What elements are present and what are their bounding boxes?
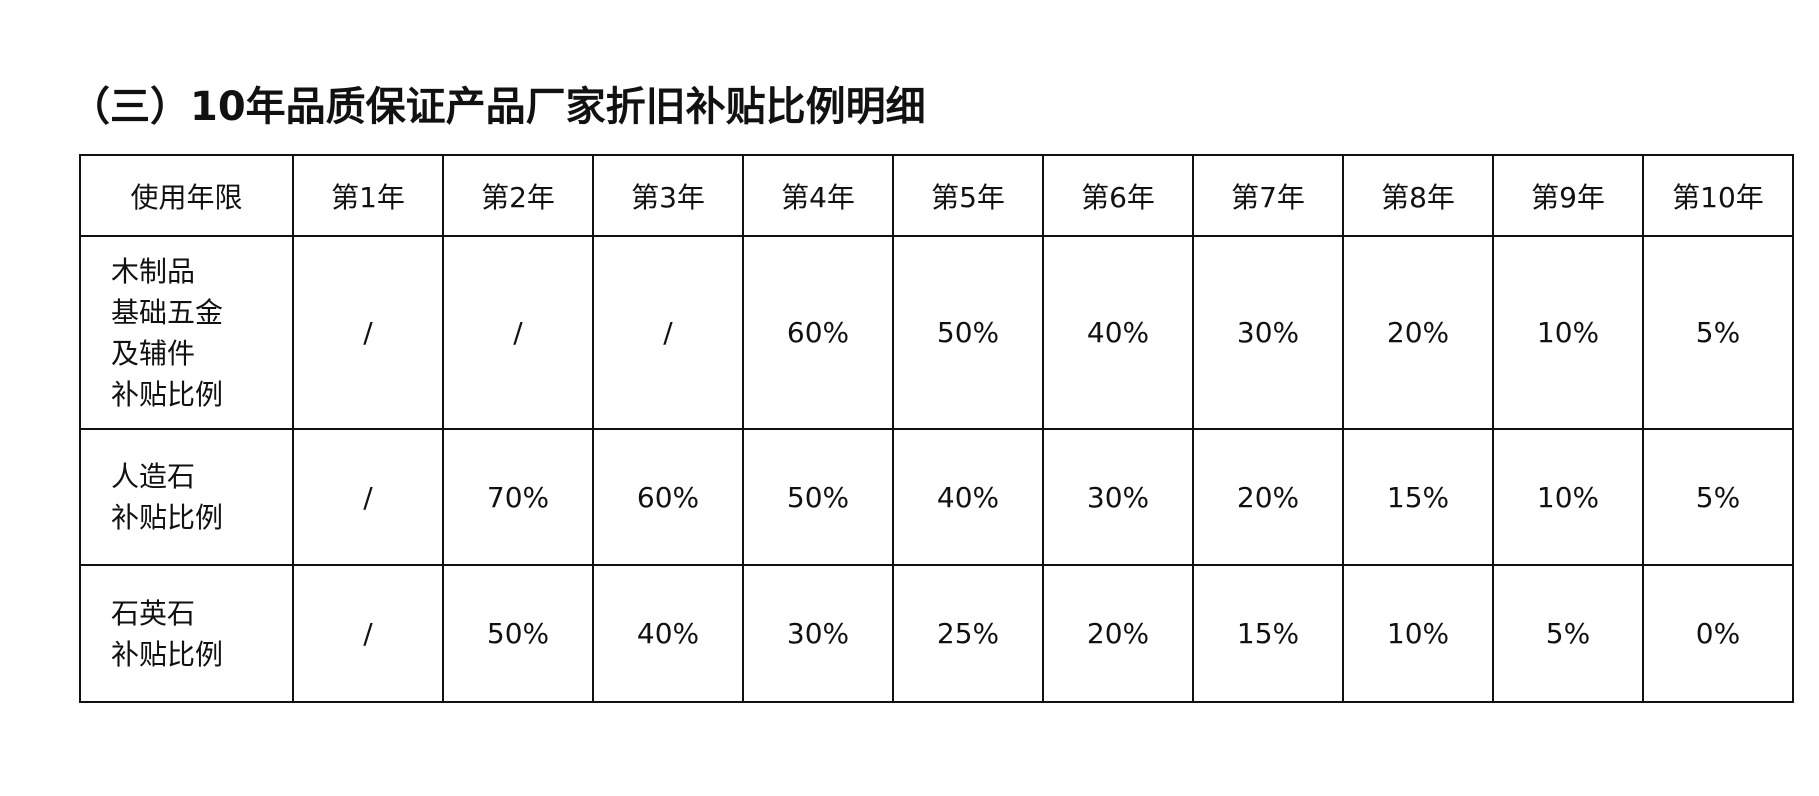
cell-year-3: / [592,235,744,430]
cell-year-7: 15% [1192,564,1344,703]
cell-year-8: 20% [1342,235,1494,430]
table-row: 石英石 补贴比例/50% 40% 30% 25% 20% 15% 10% 5% 0% [79,564,1794,703]
row-label-line: 补贴比例 [111,501,224,534]
header-usage-years: 使用年限 [79,154,294,237]
cell-year-7: 20% [1192,428,1344,566]
header-year-10: 第10年 [1642,154,1794,237]
header-year-5: 第5年 [892,154,1044,237]
cell-year-9: 10% [1492,428,1644,566]
row-label-line: 人造石 [111,460,196,493]
cell-year-7: 30% [1192,235,1344,430]
cell-year-6: 20% [1042,564,1194,703]
row-label-line: 石英石 [111,596,196,630]
row-label: 木制品基础五金及辅件补贴比例 [79,235,294,430]
cell-year-8: 15% [1342,428,1494,566]
row-label: 石英石 补贴比例 [79,564,294,703]
table-row: 木制品 基础五金 及辅件 补贴比例 / //60% 50% 40% 30% 20% 10% 5% [79,235,1794,430]
table-row: 人造石 补贴比例/70% 60% 50% 40% 30% 20% 15% 10% 5% [79,428,1794,566]
cell-year-4: 30% [742,564,894,703]
subsidy-table: 使用年限 第1年 第2年 第3年 第4年 第5年 第6年 第7年 第8年 第9年 第10年木制品基础… [79,154,1794,703]
cell-year-8: 10% [1342,564,1494,703]
cell-year-3: 40% [592,564,744,703]
header-row: 使用年限 第1年 第2年 第3年 第4年 第5年 第6年 第7年 第8年 第9年 第10年 [79,154,1794,237]
header-year-7: 第7年 [1192,154,1344,237]
cell-year-2: 70% [442,428,594,566]
row-label-line: 补贴比例 [111,637,224,671]
cell-year-3: 60% [592,428,744,566]
row-label-line: 木制品 [111,254,196,288]
cell-year-4: 50% [742,428,894,566]
cell-year-10: 5% [1642,428,1794,566]
cell-year-5: 25% [892,564,1044,703]
page-title: （三）10年品质保证产品厂家折旧补贴比例明细 [70,84,926,130]
cell-year-1: / [292,235,444,430]
header-year-1: 第1年 [292,154,444,237]
header-year-3: 第3年 [592,154,744,237]
cell-year-10: 0% [1642,564,1794,703]
header-year-4: 第4年 [742,154,894,237]
header-year-9: 第9年 [1492,154,1644,237]
cell-year-6: 30% [1042,428,1194,566]
row-label: 人造石 补贴比例 [79,428,294,566]
cell-year-2: 50% [442,564,594,703]
cell-year-6: 40% [1042,235,1194,430]
cell-year-10: 5% [1642,235,1794,430]
row-label-line: 基础五金 [111,295,224,329]
cell-year-2: / [442,235,594,430]
header-year-6: 第6年 [1042,154,1194,237]
cell-year-1: / [292,564,444,703]
cell-year-9: 10% [1492,235,1644,430]
row-label-line: 及辅件 [111,336,196,370]
cell-year-4: 60% [742,235,894,430]
cell-year-1: / [292,428,444,566]
cell-year-5: 50% [892,235,1044,430]
header-year-8: 第8年 [1342,154,1494,237]
row-label-line: 补贴比例 [111,377,224,411]
cell-year-9: 5% [1492,564,1644,703]
header-year-2: 第2年 [442,154,594,237]
cell-year-5: 40% [892,428,1044,566]
